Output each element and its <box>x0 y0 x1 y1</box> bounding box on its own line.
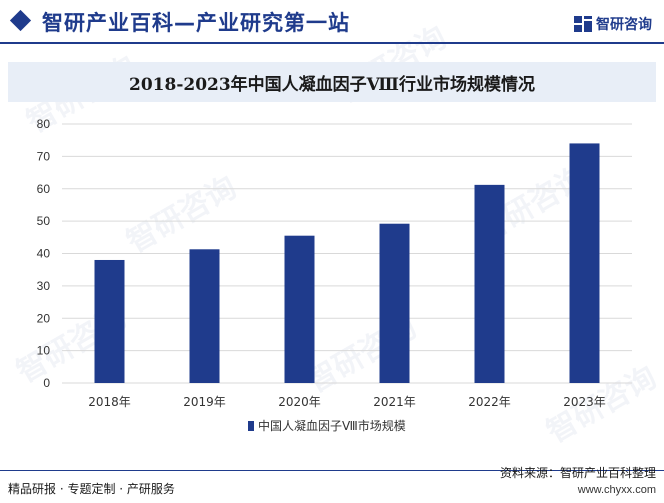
page-header: 智研产业百科—产业研究第一站 智研咨询 <box>0 0 664 48</box>
y-tick-label: 60 <box>37 182 51 196</box>
x-tick-label: 2023年 <box>563 395 606 409</box>
footer-divider <box>0 470 664 471</box>
chart-title: 2018-2023年中国人凝血因子Ⅷ行业市场规模情况 <box>129 74 535 95</box>
x-tick-label: 2019年 <box>183 395 226 409</box>
x-tick-label: 2020年 <box>278 395 321 409</box>
bar <box>284 235 315 383</box>
diamond-icon <box>9 9 32 32</box>
bar <box>569 143 600 383</box>
y-tick-label: 0 <box>43 376 50 390</box>
footer-tagline: 精品研报 · 专题定制 · 产研服务 <box>8 482 175 496</box>
brand-logo-icon <box>574 16 592 32</box>
legend-swatch <box>248 421 254 431</box>
chart-title-band: 2018-2023年中国人凝血因子Ⅷ行业市场规模情况 <box>8 62 656 102</box>
y-tick-label: 20 <box>37 311 51 325</box>
x-tick-label: 2022年 <box>468 395 511 409</box>
bar <box>94 259 125 383</box>
x-tick-label: 2018年 <box>88 395 131 409</box>
bar-chart: 0 10 20 30 40 50 60 70 80 2018年 2019年 2020年 2021年 202… <box>37 117 632 433</box>
legend-label: 中国人凝血因子Ⅷ市场规模 <box>258 418 406 433</box>
header-divider <box>0 42 664 44</box>
y-tick-label: 70 <box>37 149 51 163</box>
x-tick-label: 2021年 <box>373 395 416 409</box>
bar <box>474 184 505 383</box>
brand-name: 智研咨询 <box>596 17 652 33</box>
site-title: 智研产业百科—产业研究第一站 <box>42 11 350 35</box>
y-tick-label: 40 <box>37 247 51 261</box>
y-tick-label: 80 <box>37 117 51 131</box>
footer-source: 资料来源：智研产业百科整理 <box>499 466 656 480</box>
bar <box>189 249 220 383</box>
y-tick-label: 30 <box>37 279 51 293</box>
y-tick-label: 10 <box>37 344 51 358</box>
y-tick-label: 50 <box>37 214 51 228</box>
footer-url[interactable]: www.chyxx.com <box>577 484 656 496</box>
brand[interactable]: 智研咨询 <box>574 14 652 34</box>
bar <box>379 223 410 383</box>
